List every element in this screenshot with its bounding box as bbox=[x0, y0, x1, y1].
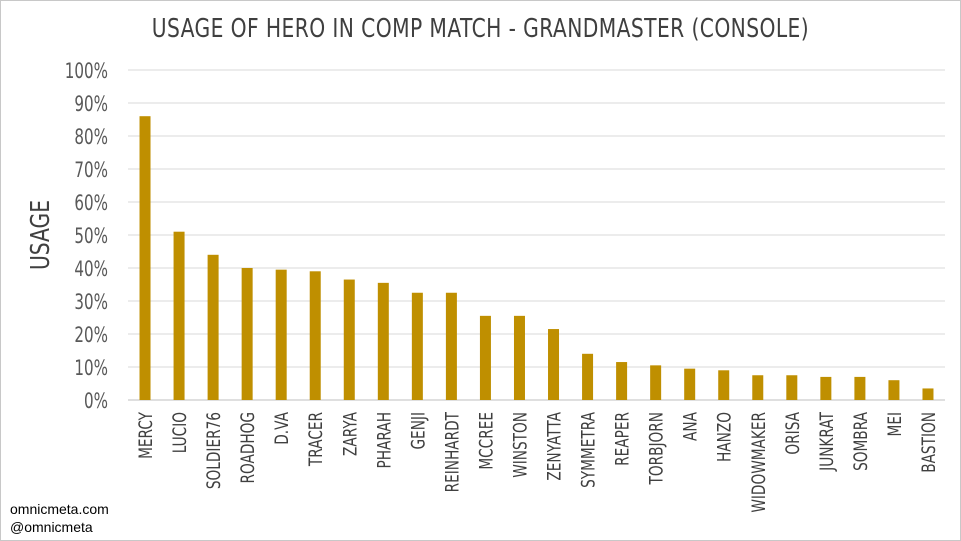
bar bbox=[377, 282, 389, 400]
bar bbox=[513, 315, 525, 400]
y-tick-label: 40% bbox=[74, 258, 108, 282]
chart-title: USAGE OF HERO IN COMP MATCH - GRANDMASTE… bbox=[151, 14, 810, 44]
x-tick-label: HANZO bbox=[714, 412, 736, 462]
x-tick-label: ZARYA bbox=[339, 411, 361, 456]
y-tick-label: 70% bbox=[74, 159, 108, 183]
bar bbox=[411, 292, 423, 400]
bar bbox=[548, 329, 560, 400]
x-tick-label: GENJI bbox=[407, 412, 429, 450]
y-tick-label: 100% bbox=[65, 60, 108, 84]
y-tick-label: 30% bbox=[74, 291, 108, 315]
x-tick-label: D.VA bbox=[271, 411, 293, 444]
bar bbox=[241, 268, 253, 400]
bar bbox=[445, 292, 457, 400]
x-tick-label: TRACER bbox=[305, 412, 327, 467]
bar bbox=[479, 315, 491, 400]
bar bbox=[343, 279, 355, 400]
x-tick-label: ZENYATTA bbox=[543, 411, 565, 480]
x-tick-label: SOMBRA bbox=[850, 411, 872, 470]
x-tick-label: ANA bbox=[679, 411, 701, 440]
x-tick-label: JUNKRAT bbox=[816, 411, 838, 471]
x-tick-label: SYMMETRA bbox=[577, 411, 599, 487]
bar bbox=[650, 365, 662, 400]
bar bbox=[854, 376, 866, 400]
bar bbox=[888, 380, 900, 400]
bar bbox=[752, 375, 764, 400]
credit-handle: @omnicmeta bbox=[10, 519, 93, 535]
bar bbox=[275, 269, 287, 400]
y-axis-label: USAGE bbox=[26, 200, 56, 270]
x-tick-label: REAPER bbox=[611, 412, 633, 466]
x-tick-label: MERCY bbox=[135, 411, 157, 459]
y-tick-label: 90% bbox=[74, 93, 108, 117]
y-tick-label: 10% bbox=[74, 357, 108, 381]
x-tick-label: ROADHOG bbox=[237, 412, 259, 484]
y-tick-label: 20% bbox=[74, 324, 108, 348]
x-tick-label: MCCREE bbox=[475, 412, 497, 470]
bar bbox=[139, 116, 151, 400]
x-tick-label: WINSTON bbox=[509, 412, 531, 478]
bar bbox=[173, 231, 185, 400]
x-tick-label: PHARAH bbox=[373, 412, 395, 468]
x-tick-label: WIDOWMAKER bbox=[748, 412, 770, 513]
bar bbox=[718, 370, 730, 400]
y-tick-label: 0% bbox=[84, 390, 108, 414]
x-tick-label: BASTION bbox=[918, 412, 940, 473]
x-tick-label: SOLDIER76 bbox=[203, 412, 225, 489]
y-tick-label: 50% bbox=[74, 225, 108, 249]
bar bbox=[309, 271, 321, 400]
x-tick-label: LUCIO bbox=[169, 412, 191, 453]
bar bbox=[582, 353, 594, 400]
credit-website: omnicmeta.com bbox=[10, 501, 109, 517]
bar bbox=[786, 375, 798, 400]
x-tick-label: ORISA bbox=[782, 411, 804, 454]
y-tick-label: 80% bbox=[74, 126, 108, 150]
x-tick-label: REINHARDT bbox=[441, 411, 463, 492]
bar bbox=[616, 362, 628, 400]
credits: omnicmeta.com @omnicmeta bbox=[10, 500, 109, 536]
x-tick-label: TORBJORN bbox=[645, 412, 667, 485]
bar bbox=[207, 254, 219, 400]
bar bbox=[922, 388, 934, 400]
x-tick-label: MEI bbox=[884, 412, 906, 436]
bar bbox=[684, 368, 696, 400]
y-tick-label: 60% bbox=[74, 192, 108, 216]
bar bbox=[820, 376, 832, 400]
